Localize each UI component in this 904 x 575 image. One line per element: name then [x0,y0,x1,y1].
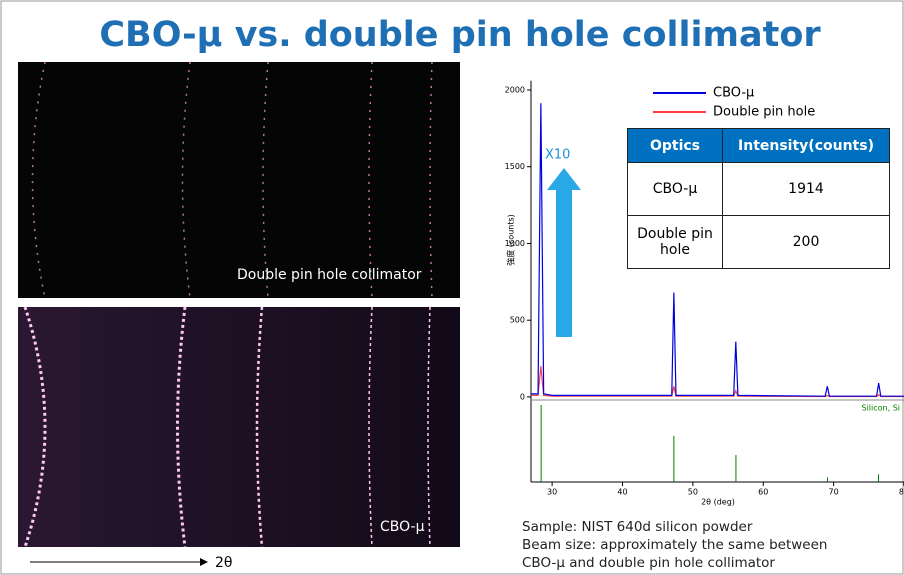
title: CBO-μ vs. double pin hole collimator [99,15,821,55]
th: Optics [628,129,723,163]
legend-label: Double pin hole [713,105,815,120]
cell: Double pin hole [628,216,723,269]
x-tick-label: 50 [688,488,698,497]
annotation: X10 [545,148,570,163]
reference-label: Silicon, Si [862,404,901,413]
x-tick-label: 30 [547,488,557,497]
direction-label: 2θ [215,555,232,571]
y-tick-label: 0 [520,392,525,401]
arrow-head [200,558,208,566]
caption: CBO-μ [380,519,425,535]
cell: CBO-μ [628,163,723,216]
legend-label: CBO-μ [713,86,754,101]
y-tick-label: 1500 [505,162,525,171]
x10-arrow [547,168,581,337]
th: Intensity(counts) [723,129,890,163]
y-tick-label: 2000 [505,86,525,95]
slide: CBO-μ vs. double pin hole collimator Dou… [0,0,904,575]
cell: 200 [723,216,890,269]
x-tick-label: 70 [829,488,839,497]
cell: 1914 [723,163,890,216]
note-line: Sample: NIST 640d silicon powder [522,519,753,535]
x-tick-label: 80 [899,488,904,497]
image-bottom [18,307,460,547]
image-top [18,62,460,298]
x-axis-label: 2θ (deg) [701,498,735,507]
x-tick-label: 40 [617,488,627,497]
y-tick-label: 500 [510,316,525,325]
y-axis-label: 強度 (counts) [506,214,516,266]
note-line: CBO-μ and double pin hole collimator [522,555,775,571]
canvas: CBO-μ vs. double pin hole collimator Dou… [0,0,904,575]
x-tick-label: 60 [758,488,768,497]
note-line: Beam size: approximately the same betwee… [522,537,827,553]
caption: Double pin hole collimator [237,267,422,283]
line-series [531,366,904,396]
